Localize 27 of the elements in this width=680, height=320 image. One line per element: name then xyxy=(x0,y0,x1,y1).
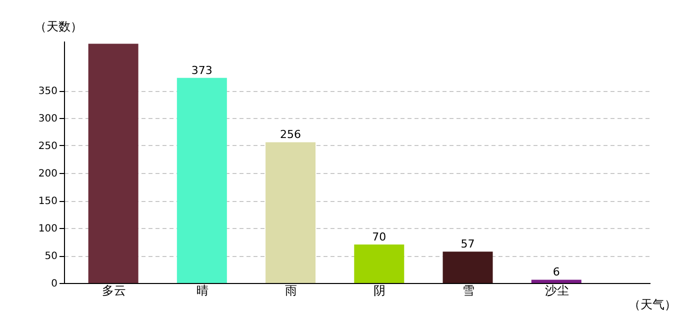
y-tick-label: 250 xyxy=(38,141,58,152)
x-tick-label: 阴 xyxy=(374,284,386,298)
bar xyxy=(266,142,316,283)
y-tick-label: 350 xyxy=(38,86,58,97)
y-tick-label: 150 xyxy=(38,196,58,207)
x-axis-title: （天气） xyxy=(628,298,676,312)
data-label: 70 xyxy=(372,230,386,244)
x-tick-label: 沙尘 xyxy=(544,284,569,298)
bar xyxy=(88,44,138,283)
data-label: 6 xyxy=(552,266,560,279)
data-label: 373 xyxy=(191,64,212,77)
x-tick-label: 雪 xyxy=(462,284,474,298)
x-tick-label: 雨 xyxy=(285,284,298,298)
y-axis-title: （天数） xyxy=(34,20,82,34)
bar xyxy=(176,78,227,283)
bar xyxy=(531,280,582,283)
x-tick-label: 多云 xyxy=(102,284,126,298)
data-label: 57 xyxy=(460,238,475,251)
y-tick-label: 50 xyxy=(44,251,58,262)
y-tick-label: 0 xyxy=(51,278,58,290)
bar xyxy=(442,252,493,283)
y-tick-label: 100 xyxy=(38,224,58,234)
x-tick-label: 晴 xyxy=(196,284,208,298)
y-tick-label: 200 xyxy=(38,168,58,180)
bar xyxy=(354,244,404,283)
data-label: 256 xyxy=(280,128,302,142)
y-tick-label: 300 xyxy=(38,114,58,124)
